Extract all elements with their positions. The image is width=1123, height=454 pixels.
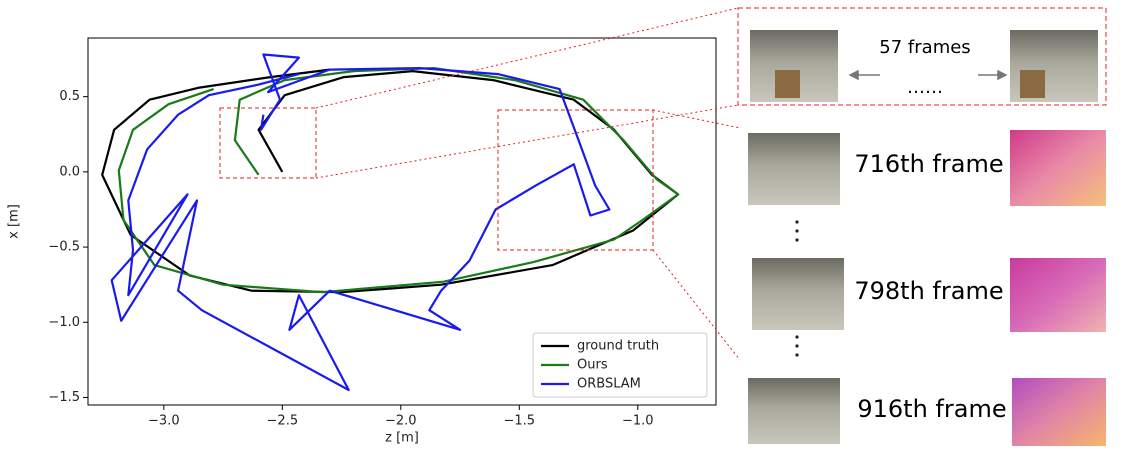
zoom-box	[219, 107, 317, 179]
frame-label: 916th frame	[857, 395, 1006, 423]
frame-label: 716th frame	[854, 150, 1003, 178]
y-axis-label: x [m]	[7, 204, 22, 239]
ellipsis: ……	[907, 77, 943, 98]
plot: −3.0 −2.5 −2.0 −1.5 −1.0 0.5 0.0 −0.5 −1.0 −1.5 z …	[7, 37, 717, 446]
frame-label: 798th frame	[854, 277, 1003, 305]
frames-box	[737, 7, 1107, 106]
vdots	[795, 220, 799, 357]
legend-label: ORBSLAM	[577, 377, 641, 392]
x-tick-label: −1.5	[504, 414, 536, 429]
trajectory	[110, 53, 611, 392]
x-tick-label: −2.5	[267, 414, 299, 429]
y-tick-label: −0.5	[48, 240, 80, 255]
x-axis-label: z [m]	[385, 431, 419, 446]
thumbnails	[748, 30, 1106, 446]
zoom-box	[497, 109, 654, 251]
legend-box	[532, 332, 708, 398]
y-tick-label: 0.5	[59, 89, 80, 104]
connectors	[315, 7, 741, 361]
trajectory	[101, 68, 680, 294]
x-tick-label: −2.0	[385, 414, 417, 429]
x-tick-label: −1.0	[622, 414, 654, 429]
y-tick-label: 0.0	[59, 164, 80, 179]
x-tick-label: −3.0	[148, 414, 180, 429]
trajectory	[117, 67, 680, 294]
y-tick-label: −1.5	[48, 390, 80, 405]
legend-label: Ours	[577, 358, 608, 373]
legend-label: ground truth	[577, 339, 659, 354]
frames-count: 57 frames	[879, 37, 970, 58]
arrows	[848, 69, 1008, 81]
y-tick-label: −1.0	[48, 315, 80, 330]
